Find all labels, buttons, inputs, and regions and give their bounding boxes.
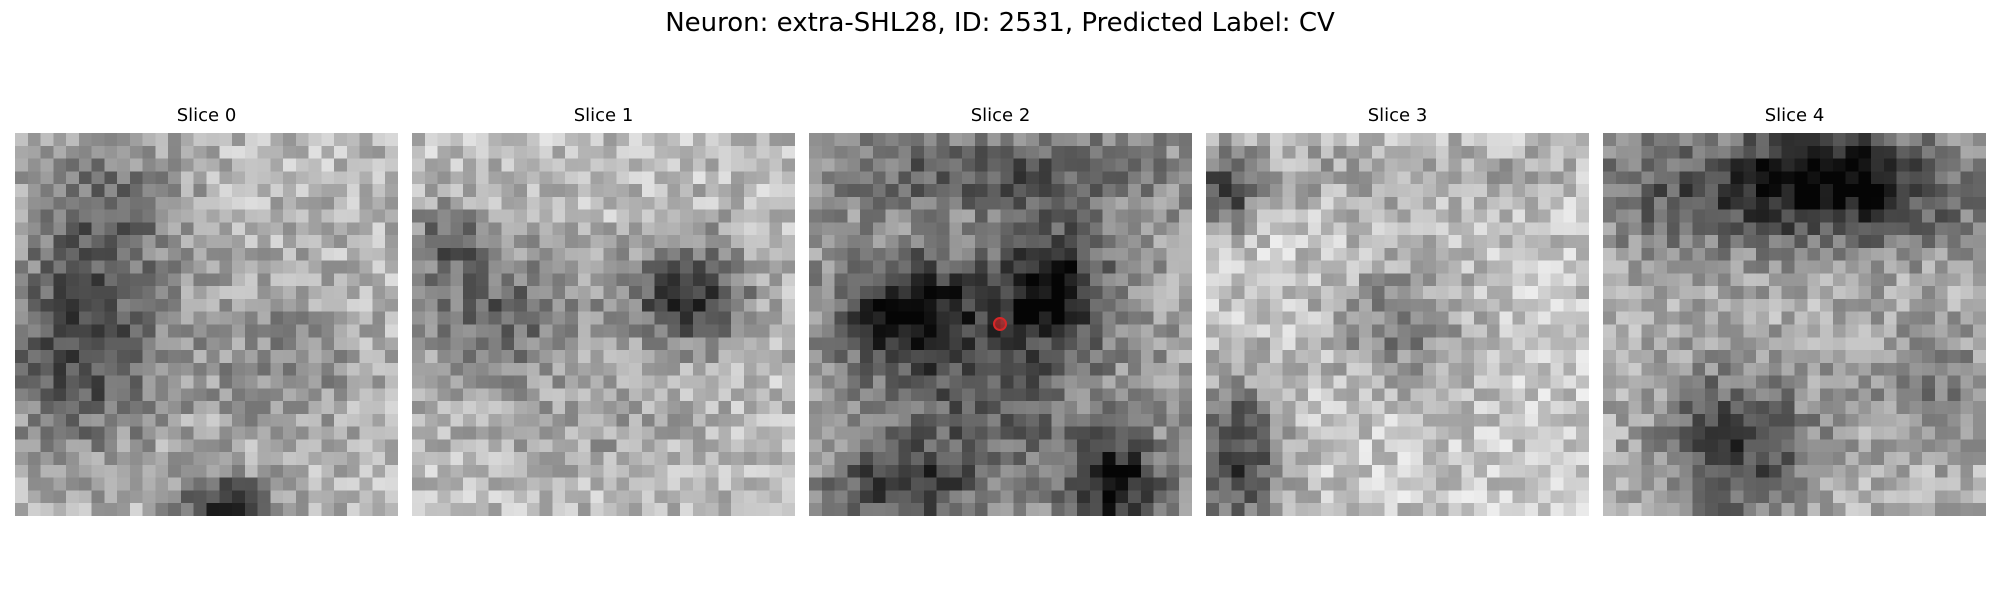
slice-title: Slice 0 xyxy=(176,105,237,126)
slice-panel: Slice 2 xyxy=(809,105,1192,516)
slice-image xyxy=(412,133,795,516)
slice-panel: Slice 3 xyxy=(1206,105,1589,516)
slice-title: Slice 1 xyxy=(573,105,634,126)
figure-title: Neuron: extra-SHL28, ID: 2531, Predicted… xyxy=(665,8,1335,38)
slice-image xyxy=(1603,133,1986,516)
slice-image xyxy=(1206,133,1589,516)
slice-panel: Slice 4 xyxy=(1603,105,1986,516)
slice-title: Slice 4 xyxy=(1764,105,1825,126)
slice-title: Slice 3 xyxy=(1367,105,1428,126)
slice-title: Slice 2 xyxy=(970,105,1031,126)
slice-image xyxy=(15,133,398,516)
slice-panel: Slice 1 xyxy=(412,105,795,516)
slice-panel: Slice 0 xyxy=(15,105,398,516)
slice-image xyxy=(809,133,1192,516)
